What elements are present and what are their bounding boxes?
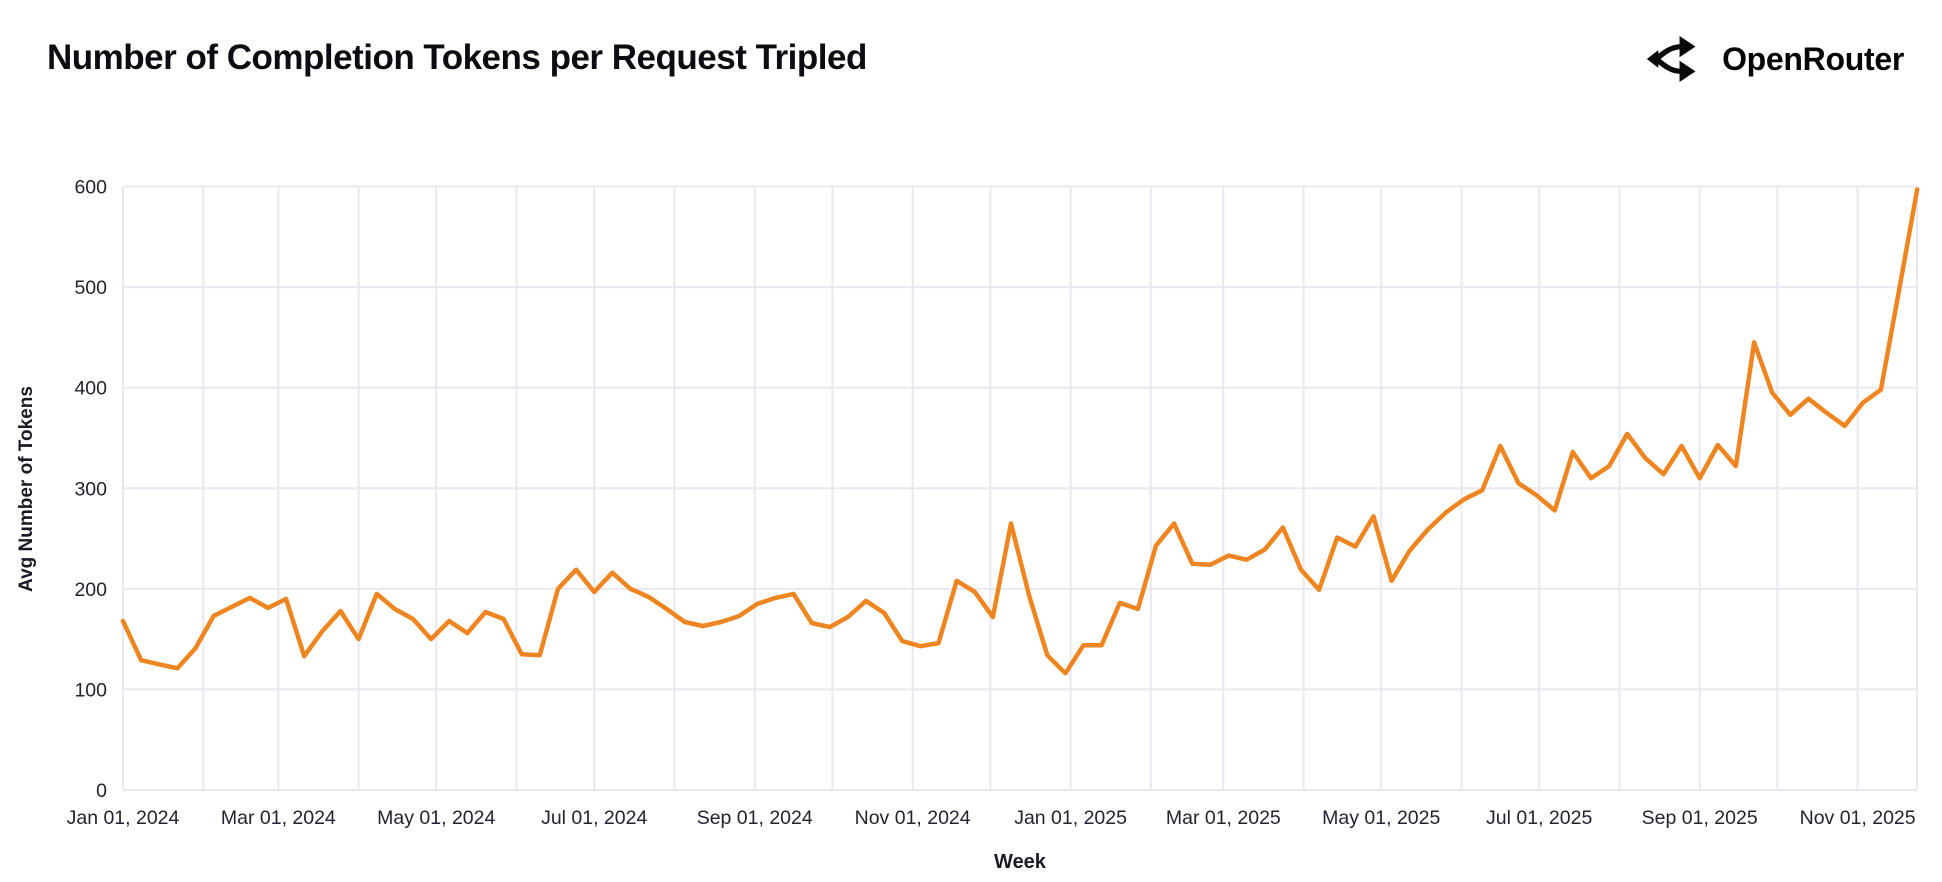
- y-tick-label: 200: [74, 579, 107, 601]
- tick-labels: 0 100 200 300 400 500 600 Jan 01, 2024 Mar 01, 2…: [67, 177, 1916, 830]
- x-axis-title: Week: [994, 851, 1046, 873]
- x-tick-label: Jul 01, 2024: [541, 807, 647, 829]
- y-tick-label: 400: [74, 378, 107, 400]
- y-axis-title: Avg Number of Tokens: [16, 386, 37, 592]
- x-tick-label: May 01, 2024: [377, 807, 495, 829]
- x-tick-label: May 01, 2025: [1322, 807, 1440, 829]
- x-tick-label: Jan 01, 2025: [1014, 807, 1127, 829]
- brand-name: OpenRouter: [1722, 40, 1904, 77]
- x-tick-label: Mar 01, 2024: [221, 807, 336, 829]
- x-tick-label: Sep 01, 2025: [1642, 807, 1758, 829]
- data-line-avg-tokens: [120, 187, 1920, 676]
- x-tick-label: Nov 01, 2024: [855, 807, 971, 829]
- y-tick-label: 300: [74, 478, 107, 500]
- x-tick-label: Jul 01, 2025: [1486, 807, 1592, 829]
- page-title: Number of Completion Tokens per Request …: [47, 38, 867, 77]
- x-tick-label: Sep 01, 2024: [697, 807, 813, 829]
- gridlines: [122, 185, 1918, 791]
- x-tick-label: Mar 01, 2025: [1166, 807, 1281, 829]
- y-tick-label: 0: [96, 780, 107, 802]
- y-tick-label: 600: [74, 177, 107, 199]
- y-tick-label: 500: [74, 277, 107, 299]
- x-tick-label: Jan 01, 2024: [67, 807, 180, 829]
- y-tick-label: 100: [74, 679, 107, 701]
- brand-logo: OpenRouter: [1645, 36, 1904, 82]
- x-tick-label: Nov 01, 2025: [1800, 807, 1916, 829]
- openrouter-icon: [1646, 36, 1696, 82]
